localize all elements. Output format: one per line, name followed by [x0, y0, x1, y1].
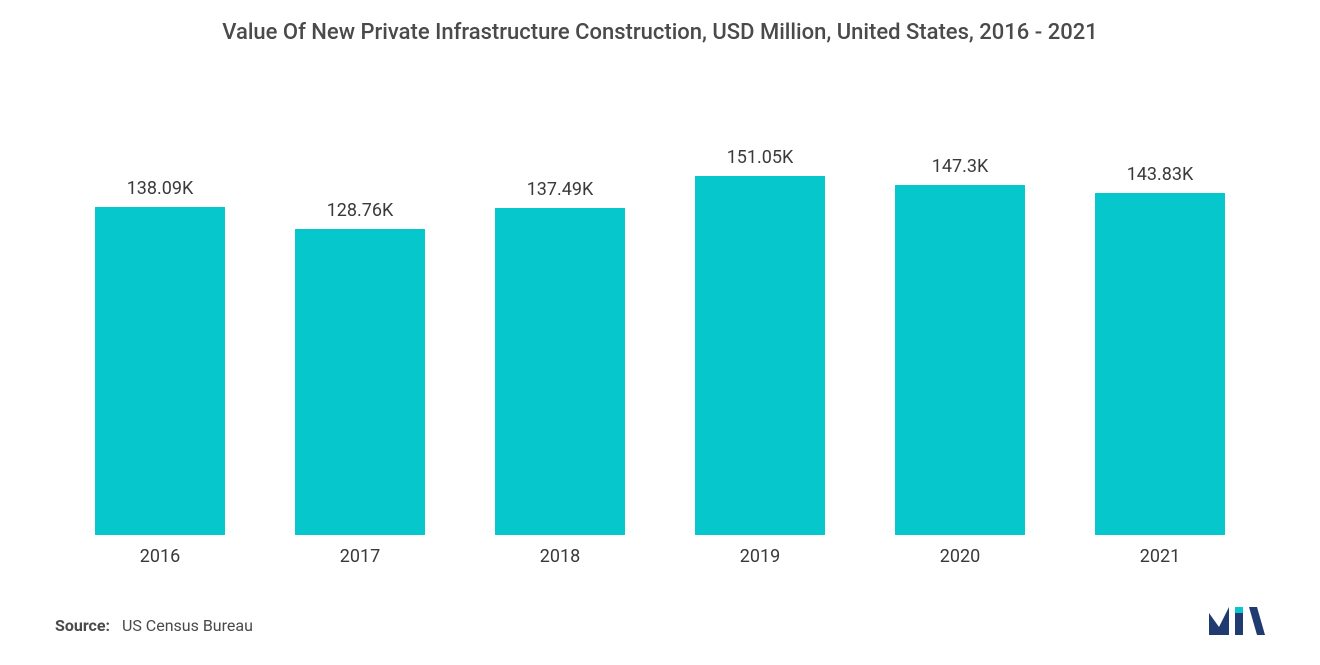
bar-value-label: 128.76K [327, 200, 394, 221]
bar-value-label: 147.3K [932, 156, 989, 177]
bar [895, 185, 1025, 535]
bar-value-label: 137.49K [527, 179, 594, 200]
bar [695, 176, 825, 535]
chart-container: Value Of New Private Infrastructure Cons… [0, 0, 1320, 665]
source-attribution: Source: US Census Bureau [55, 616, 253, 635]
chart-title: Value Of New Private Infrastructure Cons… [50, 20, 1270, 45]
bar-group: 143.83K [1085, 164, 1235, 535]
bar-value-label: 143.83K [1127, 164, 1194, 185]
bar-value-label: 138.09K [127, 178, 194, 199]
x-axis-category: 2017 [285, 546, 435, 567]
bar [95, 207, 225, 535]
x-axis-category: 2018 [485, 546, 635, 567]
x-axis-category: 2021 [1085, 546, 1235, 567]
x-axis-labels: 2016 2017 2018 2019 2020 2021 [50, 536, 1270, 567]
brand-logo-icon [1209, 607, 1265, 635]
bar [295, 229, 425, 535]
source-text: US Census Bureau [122, 616, 253, 635]
source-label: Source: [55, 616, 110, 635]
x-axis-category: 2019 [685, 546, 835, 567]
bar-group: 128.76K [285, 200, 435, 535]
x-axis-category: 2020 [885, 546, 1035, 567]
x-axis-category: 2016 [85, 546, 235, 567]
chart-footer: Source: US Census Bureau [50, 607, 1270, 635]
bar [1095, 193, 1225, 535]
bar-group: 147.3K [885, 156, 1035, 535]
bar-group: 137.49K [485, 179, 635, 535]
bar-group: 151.05K [685, 147, 835, 535]
bar-group: 138.09K [85, 178, 235, 535]
plot-area: 138.09K 128.76K 137.49K 151.05K 147.3K 143.83… [50, 55, 1270, 536]
bar [495, 208, 625, 535]
bar-value-label: 151.05K [727, 147, 794, 168]
